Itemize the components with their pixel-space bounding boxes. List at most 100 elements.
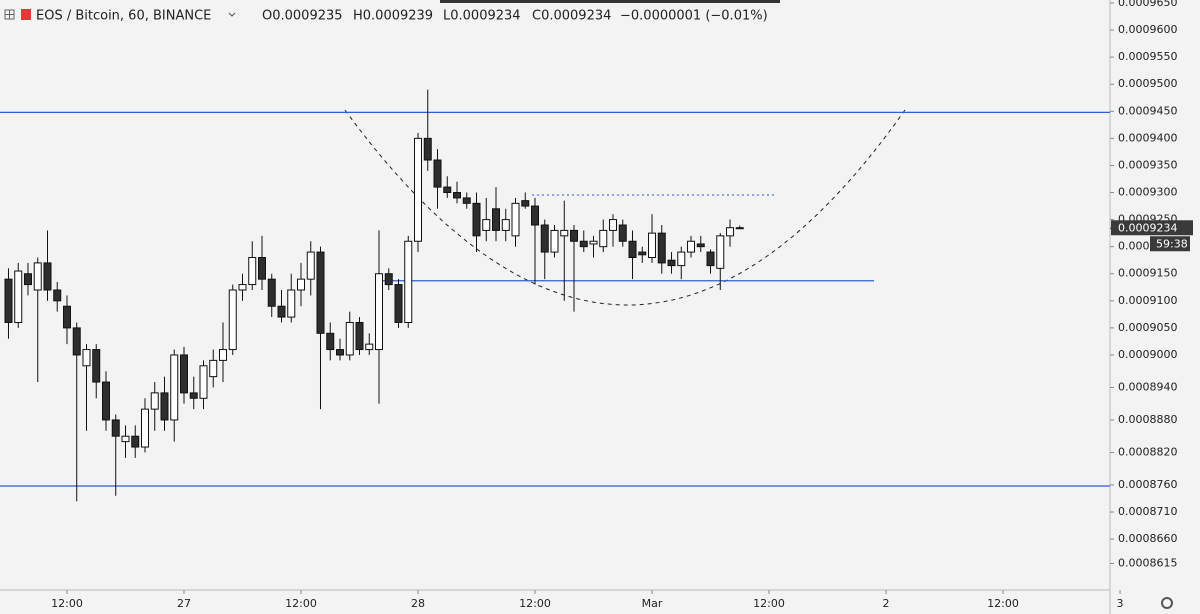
x-tick-label: 28 xyxy=(411,597,425,610)
layout-icon[interactable] xyxy=(4,9,15,20)
x-tick-label: 12:00 xyxy=(51,597,83,610)
candle-body xyxy=(43,262,52,291)
candle-body xyxy=(472,202,481,237)
candle-body xyxy=(657,232,666,264)
candle-body xyxy=(550,229,559,253)
candle-body xyxy=(179,354,188,394)
ohlc-close: C0.0009234 xyxy=(532,9,611,24)
y-tick-label: 0.0009150 xyxy=(1118,267,1178,280)
candle-body xyxy=(92,349,101,383)
symbol[interactable]: EOS / Bitcoin, 60, BINANCE xyxy=(36,9,211,24)
candle-body xyxy=(72,327,81,356)
candle-body xyxy=(609,219,618,231)
candle-body xyxy=(433,159,442,188)
x-tick-label: 12:00 xyxy=(285,597,317,610)
symbol-flag xyxy=(21,9,31,20)
candle-body xyxy=(443,186,452,194)
candle-body xyxy=(726,227,735,237)
cup-arc xyxy=(344,109,906,306)
ohlc-low: L0.0009234 xyxy=(443,9,521,24)
toolbar-edge xyxy=(440,0,780,3)
candle-body xyxy=(170,354,179,421)
candle-body xyxy=(101,381,110,421)
candle-body xyxy=(189,392,198,399)
candle-body xyxy=(492,208,501,231)
y-tick-label: 0.0008940 xyxy=(1118,380,1178,393)
candle-body xyxy=(628,240,637,258)
candle-body xyxy=(209,359,218,378)
candle-body xyxy=(453,192,462,199)
candle-body xyxy=(677,251,686,267)
candle-body xyxy=(560,229,569,237)
candle-body xyxy=(345,321,354,356)
ohlc-high: H0.0009239 xyxy=(353,9,433,24)
candle-body xyxy=(121,435,130,443)
candle-body xyxy=(248,256,257,286)
candle-body xyxy=(355,321,364,351)
change: −0.0000001 (−0.01%) xyxy=(620,9,768,24)
candle-body xyxy=(404,240,413,323)
y-tick-label: 0.0009000 xyxy=(1118,348,1178,361)
candle-body xyxy=(228,289,237,351)
x-tick-label: 3 xyxy=(1117,597,1124,610)
x-tick-label: 12:00 xyxy=(987,597,1019,610)
candle-body xyxy=(4,278,13,323)
y-tick-label: 0.0009500 xyxy=(1118,77,1178,90)
candle-body xyxy=(599,229,608,248)
settings-icon[interactable] xyxy=(1161,597,1173,609)
countdown-box xyxy=(1150,236,1190,252)
candle-body xyxy=(23,273,32,286)
x-tick-label: 12:00 xyxy=(753,597,785,610)
candle-body xyxy=(296,278,305,291)
y-tick-label: 0.0009450 xyxy=(1118,104,1178,117)
y-tick-label: 0.0009300 xyxy=(1118,186,1178,199)
last-price-label: 0.0009234 xyxy=(1118,221,1178,234)
candle-body xyxy=(570,229,579,242)
candle-body xyxy=(257,256,266,280)
candle-body xyxy=(394,284,403,323)
candle-body xyxy=(33,262,42,291)
y-tick-label: 0.0008880 xyxy=(1118,413,1178,426)
candle-body xyxy=(111,419,120,437)
candle-body xyxy=(511,202,520,237)
candle-body xyxy=(696,243,705,248)
candle-body xyxy=(501,219,510,231)
candle-body xyxy=(199,365,208,399)
candle-body xyxy=(218,349,227,361)
candle-body xyxy=(384,273,393,286)
candle-body xyxy=(306,251,315,280)
candle-body xyxy=(336,349,345,356)
x-tick-label: Mar xyxy=(642,597,663,610)
dropdown-caret[interactable] xyxy=(228,12,236,17)
y-tick-label: 0.0008710 xyxy=(1118,505,1178,518)
candle-body xyxy=(414,137,423,242)
candle-body xyxy=(521,200,530,207)
candle-body xyxy=(82,349,91,367)
candle-body xyxy=(131,435,140,448)
candle-body xyxy=(267,278,276,307)
candle-body xyxy=(365,343,374,351)
y-tick-label: 0.0008615 xyxy=(1118,556,1178,569)
candle-body xyxy=(238,284,247,291)
candle-body xyxy=(482,219,491,231)
candle-body xyxy=(462,197,471,204)
x-tick-label: 12:00 xyxy=(519,597,551,610)
candle-body xyxy=(326,332,335,351)
y-tick-label: 0.0008660 xyxy=(1118,532,1178,545)
candle-body xyxy=(53,289,62,302)
candle-body xyxy=(618,224,627,242)
candle-body xyxy=(667,259,676,267)
candle-body xyxy=(648,232,657,258)
candle-body xyxy=(14,270,23,323)
candle-body xyxy=(687,240,696,253)
candle-body xyxy=(706,251,715,267)
candle-body xyxy=(62,305,71,329)
x-tick-label: 27 xyxy=(177,597,191,610)
countdown: 59:38 xyxy=(1156,237,1188,250)
candle-body xyxy=(531,205,540,226)
last-price-box xyxy=(1111,220,1193,236)
candle-body xyxy=(140,408,149,448)
y-tick-label: 0.0009350 xyxy=(1118,158,1178,171)
